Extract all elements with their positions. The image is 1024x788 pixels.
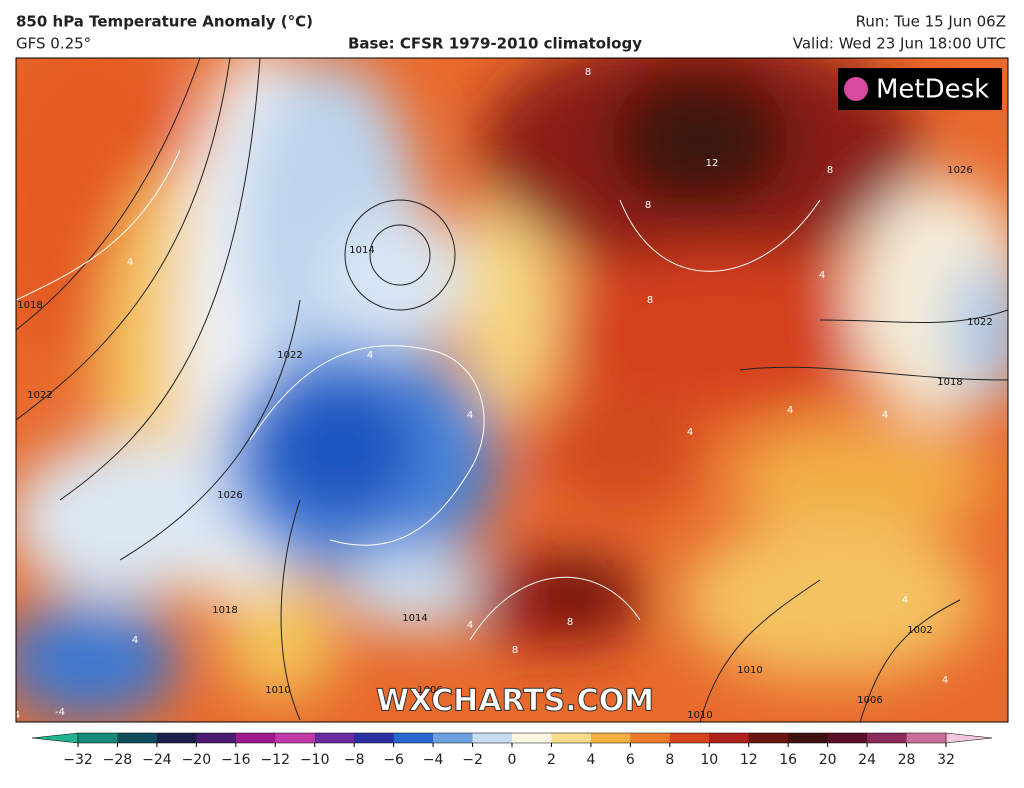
isobar-label: 1010 [265, 685, 290, 696]
isobar-label: 1022 [277, 350, 302, 361]
colorbar-tick-label: 10 [700, 752, 718, 768]
anomaly-label: -4 [55, 707, 65, 718]
colorbar-segment [709, 733, 750, 743]
colorbar-tick-label: −24 [142, 752, 172, 768]
colorbar-segment [275, 733, 316, 743]
run: Run: Tue 15 Jun 06Z [856, 13, 1006, 31]
anomaly-label: 12 [706, 158, 719, 169]
base: Base: CFSR 1979-2010 climatology [348, 35, 642, 53]
anomaly-field [16, 58, 1008, 720]
watermark: WXCHARTS.COM [376, 684, 654, 719]
colorbar-tick-label: 28 [898, 752, 916, 768]
anomaly-label: 8 [645, 200, 651, 211]
colorbar-segment [669, 733, 710, 743]
colorbar-segment [117, 733, 158, 743]
logo: MetDesk [876, 75, 989, 105]
anomaly-label: 4 [882, 410, 888, 421]
isobar-label: 1006 [857, 695, 882, 706]
colorbar-tick-label: −16 [221, 752, 251, 768]
colorbar-tick-label: 16 [779, 752, 797, 768]
isobar-label: 1022 [27, 390, 52, 401]
model: GFS 0.25° [16, 35, 91, 53]
colorbar-segment [906, 733, 947, 743]
colorbar-low [31, 732, 79, 744]
anomaly-label: 4 [367, 350, 373, 361]
colorbar-tick-label: 0 [508, 752, 517, 768]
anomaly-label: 4 [467, 410, 473, 421]
colorbar-segment [551, 733, 592, 743]
colorbar-segment [748, 733, 789, 743]
colorbar-segment [354, 733, 395, 743]
colorbar-segment [788, 733, 829, 743]
anomaly-label: 8 [585, 67, 591, 78]
anomaly-label: 4 [819, 270, 825, 281]
anomaly-label: 4 [467, 620, 473, 631]
isobar-label: 1026 [217, 490, 242, 501]
colorbar-segment [590, 733, 631, 743]
anomaly-label: 8 [512, 645, 518, 656]
colorbar-segment [156, 733, 197, 743]
colorbar-tick-label: 2 [547, 752, 556, 768]
map: 1018 1022 1026 1014 1022 1018 1014 1010 1026 1022… [10, 58, 1008, 722]
colorbar-tick-label: −12 [260, 752, 290, 768]
colorbar-tick-label: 20 [819, 752, 837, 768]
colorbar-segment [630, 733, 671, 743]
isobar-label: 1010 [737, 665, 762, 676]
colorbar-tick-label: −28 [103, 752, 133, 768]
anomaly-label: 4 [687, 427, 693, 438]
anomaly-label: 8 [567, 617, 573, 628]
colorbar-tick-label: −6 [383, 752, 404, 768]
colorbar-tick-label: −32 [63, 752, 93, 768]
isobar-label: 1026 [947, 165, 972, 176]
isobar-label: 1010 [687, 710, 712, 721]
anomaly-label: 8 [827, 165, 833, 176]
isobar-label: 1002 [907, 625, 932, 636]
colorbar-tick-label: 32 [937, 752, 955, 768]
colorbar-high [945, 732, 993, 744]
colorbar-tick-label: −4 [423, 752, 444, 768]
anomaly-label: 8 [647, 295, 653, 306]
anomaly-label: 4 [127, 257, 133, 268]
colorbar-segment [78, 733, 118, 743]
colorbar-tick-label: 6 [626, 752, 635, 768]
colorbar-tick-label: −20 [182, 752, 212, 768]
colorbar-tick-label: −10 [300, 752, 330, 768]
colorbar: −32 −28 −24 −20 −16 −12 −10 −8 −6 −4 −2 0 2 4 6 8 10 12 16… [31, 732, 993, 768]
colorbar-segment [433, 733, 474, 743]
colorbar-segment [314, 733, 355, 743]
isobar-label: 1014 [349, 245, 374, 256]
colorbar-tick-label: −8 [344, 752, 365, 768]
colorbar-segment [472, 733, 513, 743]
anomaly-contours [16, 149, 821, 641]
isobar-label: 1018 [212, 605, 237, 616]
colorbar-tick-label: 24 [858, 752, 876, 768]
colorbar-segment [827, 733, 868, 743]
colorbar-segment [867, 733, 908, 743]
anomaly-label: 4 [942, 675, 948, 686]
isobar-label: 1018 [937, 377, 962, 388]
colorbar-segment [235, 733, 276, 743]
colorbar-tick-label: 8 [665, 752, 674, 768]
colorbar-tick-label: −2 [462, 752, 483, 768]
colorbar-segment [196, 733, 237, 743]
colorbar-segment [512, 733, 552, 743]
colorbar-tick-label: 4 [586, 752, 595, 768]
colorbar-tick-label: 12 [740, 752, 758, 768]
anomaly-label: 4 [787, 405, 793, 416]
isobar-label: 1018 [17, 300, 42, 311]
anomaly-label: -4 [10, 710, 20, 721]
isobar-label: 1006 [417, 685, 442, 696]
colorbar-segment [393, 733, 434, 743]
isobars [16, 58, 1008, 722]
title: 850 hPa Temperature Anomaly (°C) [16, 13, 313, 31]
logo-icon [844, 77, 868, 101]
isobar-label: 1022 [967, 317, 992, 328]
valid: Valid: Wed 23 Jun 18:00 UTC [793, 35, 1006, 53]
map-frame [15, 57, 1009, 723]
isobar-label: 1014 [402, 613, 427, 624]
anomaly-label: 4 [902, 595, 908, 606]
anomaly-label: 4 [132, 635, 138, 646]
